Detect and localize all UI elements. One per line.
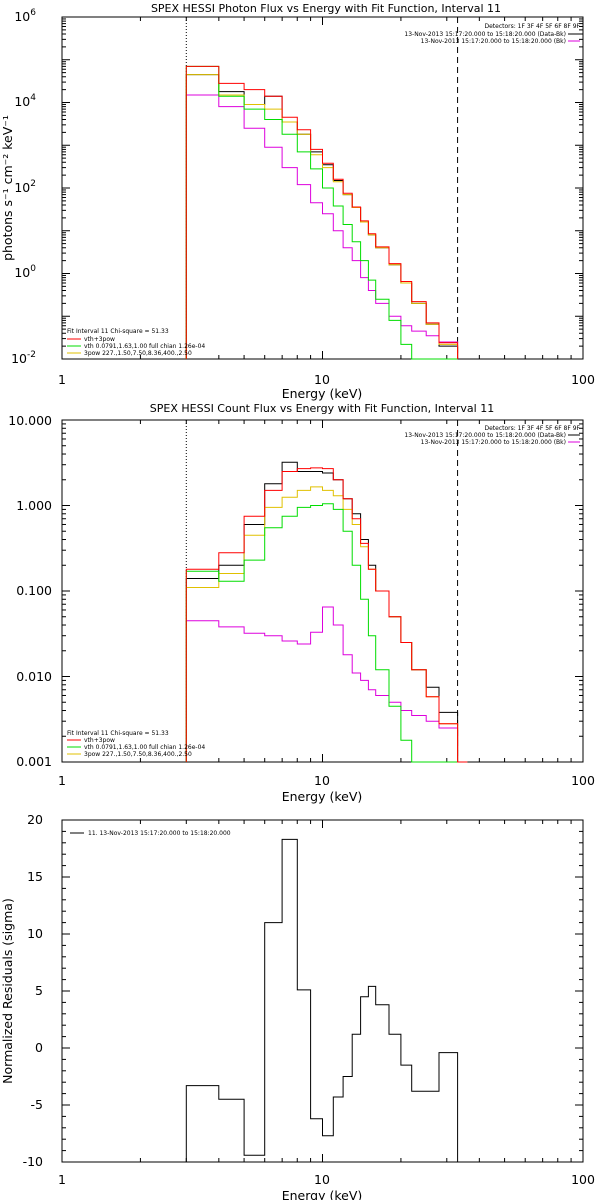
series-vth-3pow-histogram <box>185 65 459 359</box>
photon-flux-y-tick-1e-2: 10-2 <box>11 350 36 366</box>
residuals-y-tick-0: 0 <box>35 1040 43 1055</box>
residuals-y-tick-m5: -5 <box>31 1097 43 1112</box>
count-flux-y-tick-1.000: 1.000 <box>16 498 52 513</box>
legend-fit-interval: Fit Interval 11 Chi-square = 51.33 <box>67 328 169 335</box>
residuals-y-axis-label: Normalized Residuals (sigma) <box>0 898 15 1084</box>
count-flux-legend-top: Detectors: 1F 3F 4F 5F 6F 8F 9F 13-Nov-2… <box>404 425 580 446</box>
count-flux-y-tick-0.001: 0.001 <box>16 754 52 769</box>
count-flux-x-tick-10: 10 <box>314 773 330 788</box>
photon-flux-y-tick-1e0: 100 <box>14 264 36 280</box>
residuals-x-axis-label: Energy (keV) <box>282 1188 363 1200</box>
legend-detectors-2: Detectors: 1F 3F 4F 5F 6F 8F 9F <box>484 425 580 432</box>
legend-3pow-2: 3pow 227.,1.50,7.50,8.36,400.,2.50 <box>84 751 192 758</box>
series-3pow-histogram <box>185 486 468 763</box>
photon-flux-y-tick-1e6: 106 <box>14 8 36 24</box>
photon-flux-y-tick-1e2: 102 <box>14 179 36 195</box>
residuals-y-tick-15: 15 <box>27 869 43 884</box>
residuals-x-tick-100: 100 <box>571 1172 595 1187</box>
count-flux-legend-bottom: Fit Interval 11 Chi-square = 51.33 vth+3… <box>67 730 205 758</box>
photon-flux-y-axis-label: photons s⁻¹ cm⁻² keV⁻¹ <box>0 115 15 261</box>
photon-flux-legend-top: Detectors: 1F 3F 4F 5F 6F 8F 9F 13-Nov-2… <box>404 23 580 45</box>
series-data-bk-histogram <box>185 74 459 359</box>
residuals-legend: 11. 13-Nov-2013 15:17:20.000 to 15:18:20… <box>70 830 231 837</box>
count-flux-x-tick-labels: 1 10 100 <box>58 773 595 788</box>
residuals-x-tick-10: 10 <box>314 1172 330 1187</box>
photon-flux-x-tick-10: 10 <box>314 372 330 387</box>
series-bk-histogram <box>185 94 459 359</box>
count-flux-x-tick-1: 1 <box>58 773 66 788</box>
photon-flux-y-tick-1e4: 104 <box>14 93 36 109</box>
legend-detectors: Detectors: 1F 3F 4F 5F 6F 8F 9F <box>484 23 580 30</box>
count-flux-y-tick-0.010: 0.010 <box>16 669 52 684</box>
legend-data-bk-2: 13-Nov-2013 15:17:20.000 to 15:18:20.000… <box>404 432 566 439</box>
count-flux-panel: SPEX HESSI Count Flux vs Energy with Fit… <box>8 402 595 804</box>
residuals-y-tick-5: 5 <box>35 983 43 998</box>
photon-flux-marks <box>61 16 583 360</box>
residuals-marks <box>61 819 583 1163</box>
series-vth-3pow-histogram <box>185 467 468 763</box>
legend-3pow: 3pow 227.,1.50,7.50,8.36,400.,2.50 <box>84 350 192 357</box>
residuals-x-tick-1: 1 <box>58 1172 66 1187</box>
legend-vth3pow: vth+3pow <box>84 336 115 343</box>
photon-flux-x-tick-100: 100 <box>571 372 595 387</box>
photon-flux-x-axis-label: Energy (keV) <box>282 386 363 401</box>
count-flux-y-tick-labels: 0.001 0.010 0.100 1.000 10.000 <box>8 413 52 769</box>
residuals-y-tick-labels: -10 -5 0 5 10 15 20 <box>23 812 43 1169</box>
series-vth-histogram <box>185 503 468 763</box>
count-flux-title: SPEX HESSI Count Flux vs Energy with Fit… <box>150 402 494 415</box>
residuals-plot-frame <box>61 819 584 1163</box>
series-data-bk-histogram <box>185 461 468 763</box>
legend-vth3pow-2: vth+3pow <box>84 737 115 744</box>
photon-flux-y-tick-labels: 10-2 100 102 104 106 <box>11 8 36 366</box>
residuals-x-tick-labels: 1 10 100 <box>58 1172 595 1187</box>
count-flux-x-axis-label: Energy (keV) <box>282 789 363 804</box>
series-3pow-histogram <box>185 74 459 359</box>
legend-data-bk: 13-Nov-2013 15:17:20.000 to 15:18:20.000… <box>404 31 566 38</box>
residuals-y-tick-10: 10 <box>27 926 43 941</box>
count-flux-x-tick-100: 100 <box>571 773 595 788</box>
count-flux-y-tick-0.100: 0.100 <box>16 583 52 598</box>
photon-flux-panel: SPEX HESSI Photon Flux vs Energy with Fi… <box>0 2 595 401</box>
residuals-panel: 1 10 100 -10 -5 0 5 10 15 20 Energy (keV… <box>0 812 595 1200</box>
legend-fit-interval-2: Fit Interval 11 Chi-square = 51.33 <box>67 730 169 737</box>
series-bk-histogram <box>185 606 468 763</box>
residuals-legend-text: 11. 13-Nov-2013 15:17:20.000 to 15:18:20… <box>88 830 231 837</box>
photon-flux-title: SPEX HESSI Photon Flux vs Energy with Fi… <box>151 2 501 15</box>
photon-flux-x-tick-labels: 1 10 100 <box>58 372 595 387</box>
count-flux-marks <box>61 419 583 763</box>
legend-bk-2: 13-Nov-2013 15:17:20.000 to 15:18:20.000… <box>421 439 566 446</box>
series-11-13-nov-2013-15-17-20-000-to-15-18-20-000-histogram <box>185 838 459 1162</box>
residuals-y-tick-20: 20 <box>27 812 43 827</box>
photon-flux-legend-bottom: Fit Interval 11 Chi-square = 51.33 vth+3… <box>67 328 205 357</box>
legend-bk: 13-Nov-2013 15:17:20.000 to 15:18:20.000… <box>421 38 566 45</box>
legend-vth-2: vth 0.0791,1.63,1.00 full chian 1.26e-04 <box>84 744 205 751</box>
photon-flux-x-tick-1: 1 <box>58 372 66 387</box>
legend-vth: vth 0.0791,1.63,1.00 full chian 1.26e-04 <box>84 343 205 350</box>
count-flux-y-tick-10.000: 10.000 <box>8 413 52 428</box>
series-vth-histogram <box>185 65 458 360</box>
residuals-y-tick-m10: -10 <box>23 1154 43 1169</box>
